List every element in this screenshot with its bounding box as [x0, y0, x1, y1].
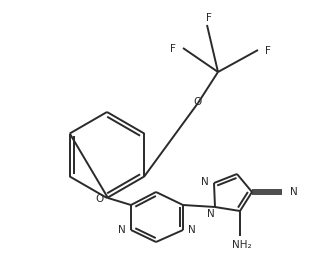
Text: O: O	[95, 194, 103, 204]
Text: N: N	[188, 225, 196, 235]
Text: N: N	[201, 177, 209, 187]
Text: NH₂: NH₂	[232, 240, 252, 250]
Text: O: O	[193, 97, 201, 107]
Text: N: N	[207, 209, 215, 219]
Text: F: F	[265, 46, 271, 56]
Text: F: F	[206, 13, 212, 23]
Text: N: N	[290, 187, 298, 197]
Text: F: F	[170, 44, 176, 54]
Text: N: N	[118, 225, 126, 235]
